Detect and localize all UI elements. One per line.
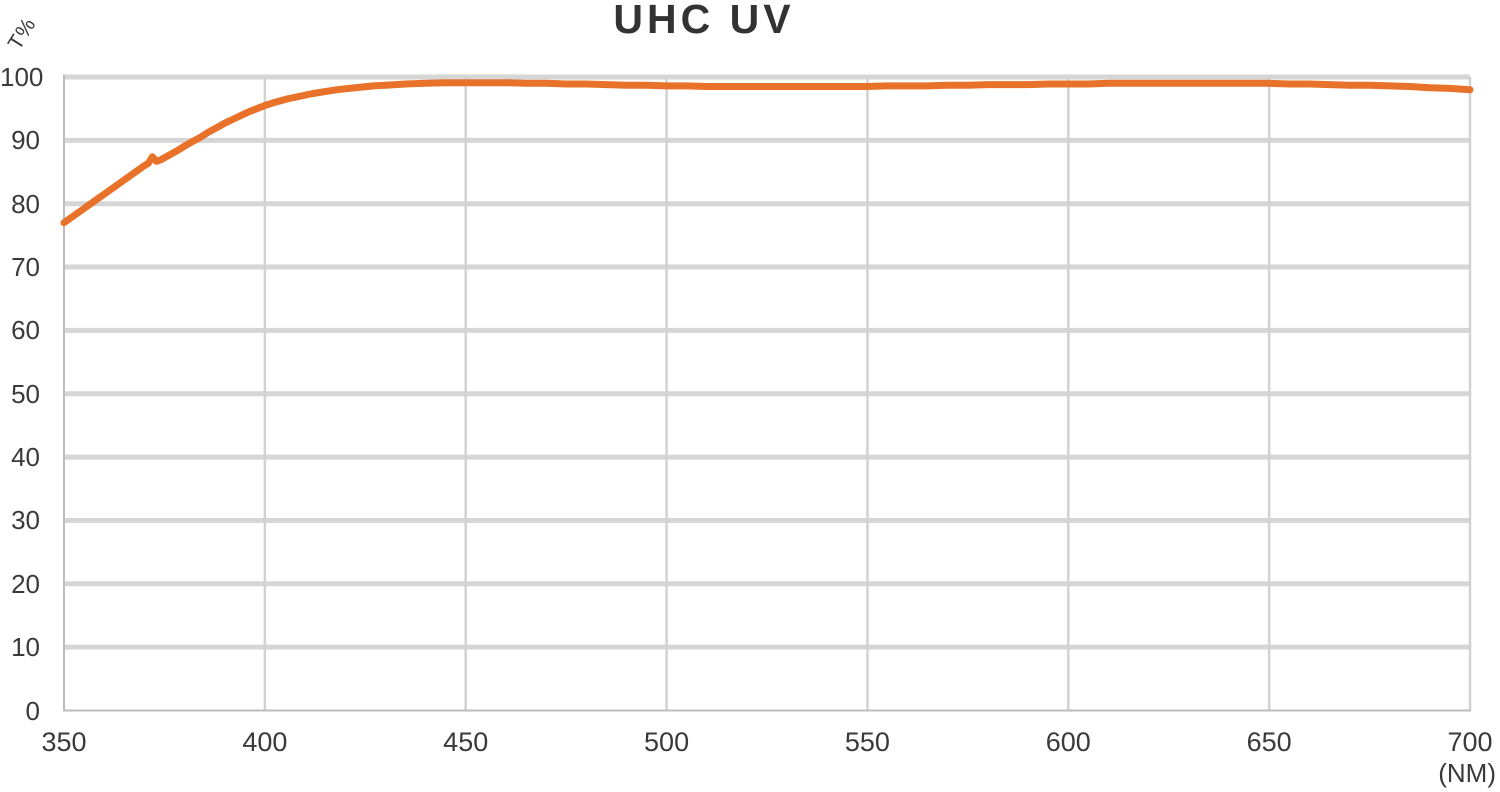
horizontal-gridlines <box>64 74 1470 650</box>
x-axis-unit-label: (NM) <box>1438 758 1496 788</box>
x-tick-label: 600 <box>1045 727 1091 757</box>
y-tick-label: 90 <box>11 125 40 156</box>
x-tick-label: 650 <box>1246 727 1292 757</box>
y-tick-label: 60 <box>11 315 40 346</box>
y-tick-label: 100 <box>0 62 44 92</box>
x-tick-label: 450 <box>443 727 489 757</box>
axis-lines <box>63 74 1471 712</box>
x-tick-label: 400 <box>242 727 288 757</box>
y-tick-label: 50 <box>11 378 40 409</box>
x-tick-label: 500 <box>644 727 690 757</box>
y-tick-label: 30 <box>11 505 40 536</box>
x-tick-label: 350 <box>41 727 87 757</box>
x-tick-label: 700 <box>1447 727 1493 757</box>
y-tick-label: 70 <box>11 252 40 283</box>
y-tick-label: 20 <box>11 568 40 599</box>
y-tick-label: 0 <box>25 695 40 726</box>
transmission-curve <box>60 79 1474 227</box>
chart-title: UHC UV <box>613 0 795 42</box>
y-tick-label: 40 <box>11 442 40 473</box>
y-tick-label: 10 <box>11 632 40 663</box>
y-tick-label: 80 <box>11 188 40 219</box>
vertical-gridlines <box>263 77 1472 711</box>
x-tick-label: 550 <box>844 727 890 757</box>
